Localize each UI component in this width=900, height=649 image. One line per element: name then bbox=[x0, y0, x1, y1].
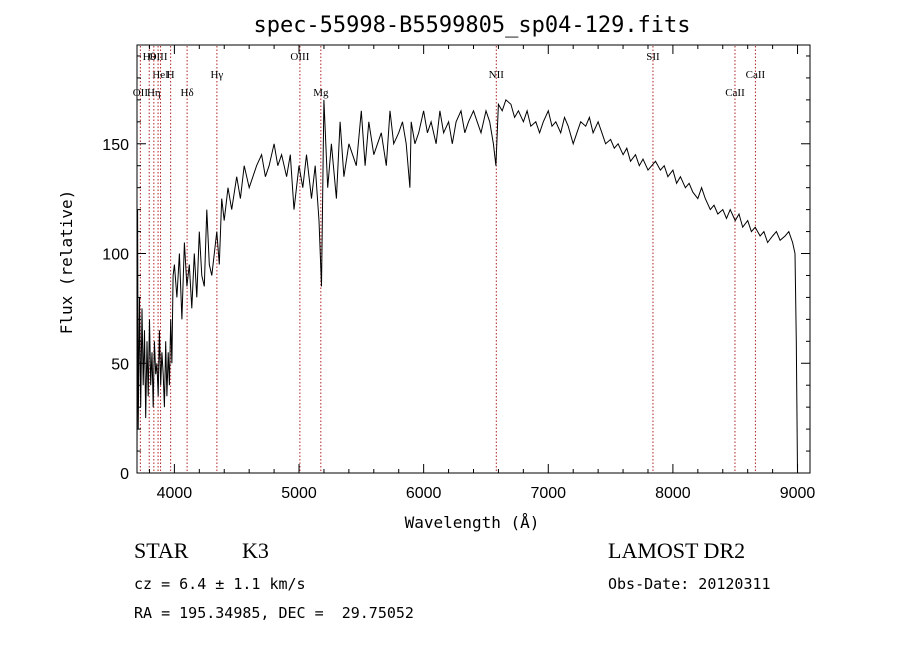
marker-label-9: Mg bbox=[313, 87, 329, 99]
marker-label-11: SII bbox=[646, 51, 660, 63]
marker-label-2: OIII bbox=[149, 51, 168, 63]
marker-label-10: NII bbox=[489, 69, 505, 81]
x-tick-label-0: 4000 bbox=[157, 485, 193, 502]
marker-label-7: Hγ bbox=[210, 69, 223, 81]
marker-label-6: Hδ bbox=[181, 87, 194, 99]
x-axis-label: Wavelength (Å) bbox=[405, 513, 540, 532]
y-tick-label-2: 100 bbox=[102, 247, 129, 264]
marker-label-5: Hη bbox=[147, 87, 161, 99]
y-tick-label-3: 150 bbox=[102, 137, 129, 154]
axis-ticks: 4000 5000 6000 7000 8000 9000 0 50 100 150 bbox=[102, 45, 815, 502]
object-class: STAR bbox=[134, 538, 189, 563]
x-tick-label-3: 7000 bbox=[530, 485, 566, 502]
x-tick-label-4: 8000 bbox=[655, 485, 691, 502]
survey-name: LAMOST DR2 bbox=[608, 538, 746, 563]
redshift-value: cz = 6.4 ± 1.1 km/s bbox=[134, 575, 306, 593]
y-axis-label: Flux (relative) bbox=[57, 190, 76, 335]
x-tick-label-2: 6000 bbox=[406, 485, 442, 502]
coordinates: RA = 195.34985, DEC = 29.75052 bbox=[134, 604, 414, 622]
y-tick-label-1: 50 bbox=[111, 356, 129, 373]
marker-label-3: H bbox=[167, 69, 175, 81]
obs-date: Obs-Date: 20120311 bbox=[608, 575, 771, 593]
marker-label-0: Hθ bbox=[143, 51, 156, 63]
x-tick-label-1: 5000 bbox=[281, 485, 317, 502]
x-tick-label-5: 9000 bbox=[780, 485, 816, 502]
plot-frame bbox=[136, 44, 811, 474]
object-subclass: K3 bbox=[242, 538, 269, 563]
marker-label-4: HeI bbox=[152, 69, 169, 81]
spectrum-line bbox=[136, 99, 798, 474]
marker-label-12: CaII bbox=[746, 69, 766, 81]
marker-label-13: CaII bbox=[725, 87, 745, 99]
y-tick-label-0: 0 bbox=[120, 466, 129, 483]
chart-title: spec-55998-B5599805_sp04-129.fits bbox=[253, 13, 690, 38]
marker-label-8: OIII bbox=[290, 51, 309, 63]
